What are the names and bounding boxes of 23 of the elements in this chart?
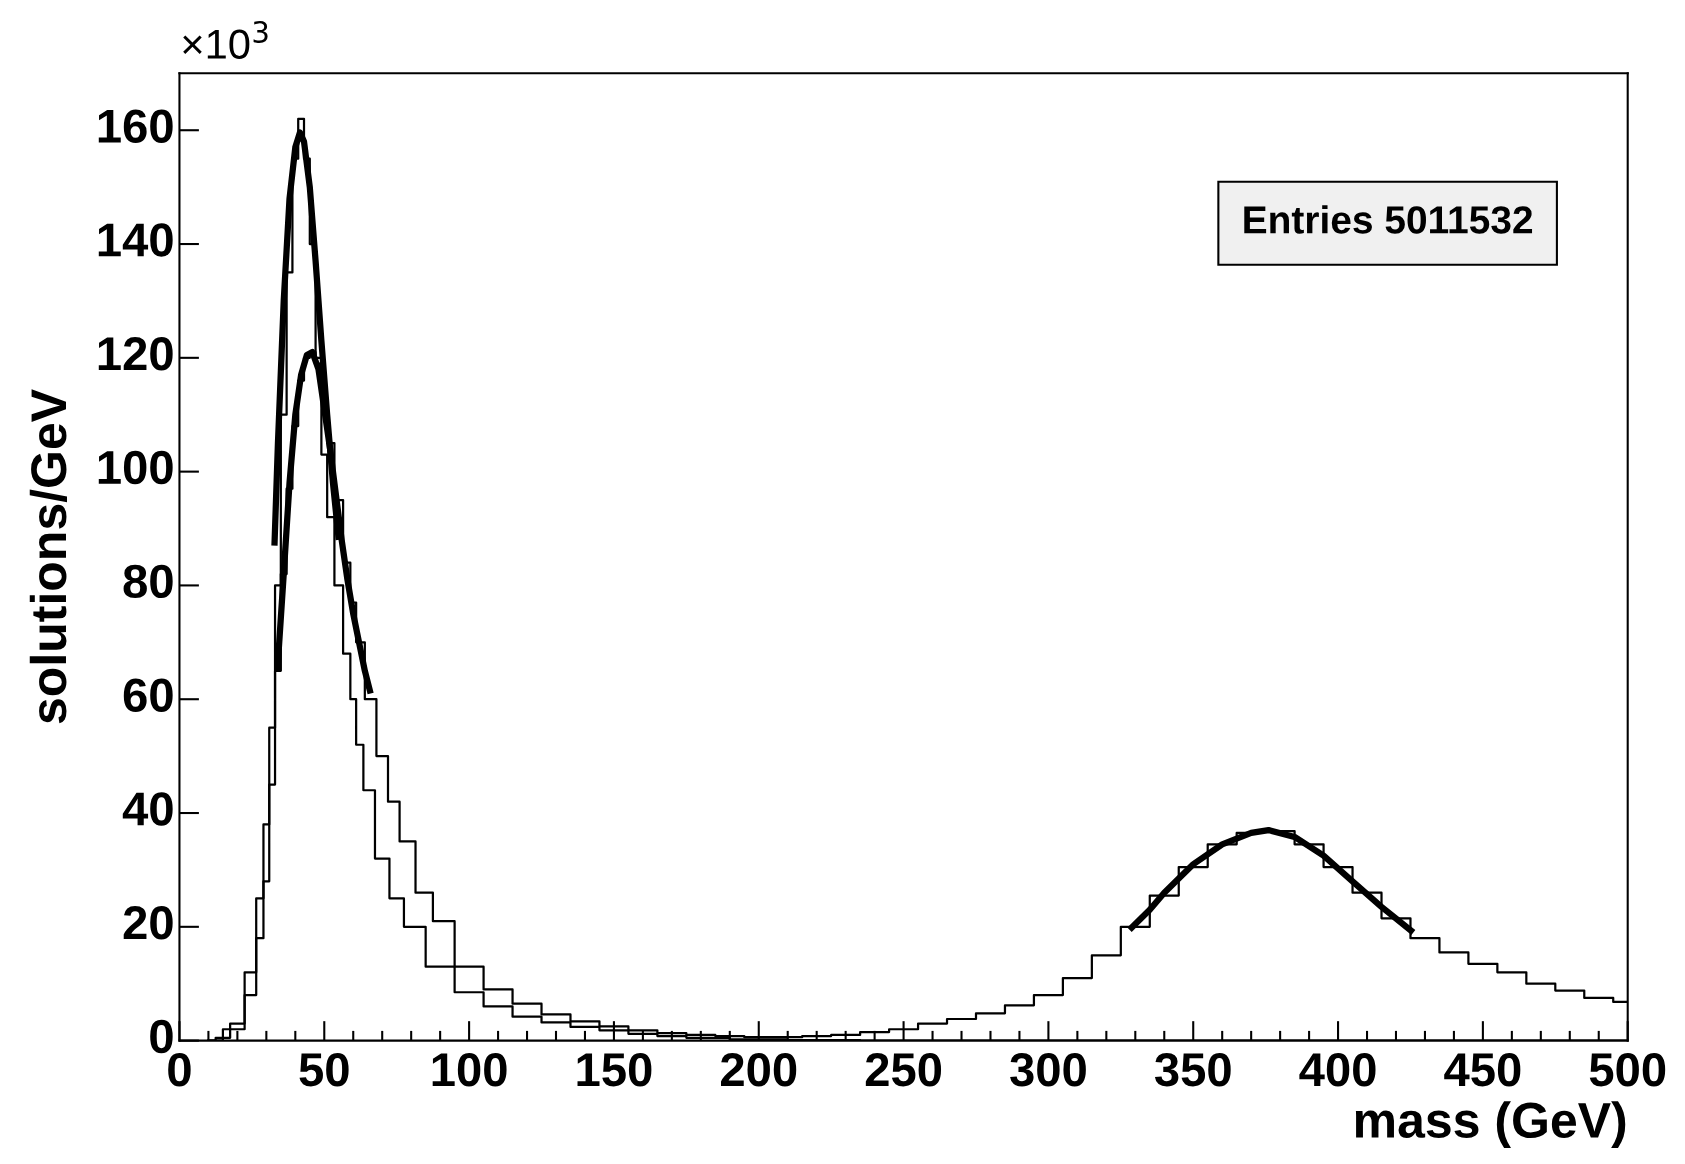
text: ×10$^{3}$	[183, 20, 268, 59]
y-tick-label: 160	[98, 109, 173, 143]
x-tick-label: 450	[1444, 1052, 1521, 1087]
y-tick-label: 100	[98, 450, 173, 485]
x-tick-label: 500	[1589, 1052, 1666, 1087]
x-tick-label: 300	[1010, 1052, 1086, 1087]
x-axis-title: mass (GeV)	[1355, 1101, 1626, 1148]
y-axis-title: solutions/GeV	[29, 389, 67, 724]
y-tick-label: 20	[123, 906, 173, 940]
x-tick-label: 250	[865, 1052, 942, 1087]
x-tick-label: 400	[1299, 1052, 1376, 1087]
y-tick-label: 120	[98, 337, 173, 371]
y-tick-label: 80	[123, 564, 173, 599]
y-tick-label: 40	[122, 792, 173, 826]
x-tick-label: 150	[577, 1052, 652, 1087]
y-tick-label: 60	[123, 678, 173, 712]
x-tick-label: 350	[1154, 1052, 1231, 1087]
y-tick-label: 0	[150, 1019, 173, 1054]
x-tick-label: 100	[432, 1052, 507, 1087]
x-tick-label: 200	[721, 1052, 797, 1087]
x-tick-label: 50	[299, 1052, 349, 1087]
y-tick-label: 140	[98, 223, 173, 257]
annotation: Entries 5011532	[1244, 205, 1533, 234]
